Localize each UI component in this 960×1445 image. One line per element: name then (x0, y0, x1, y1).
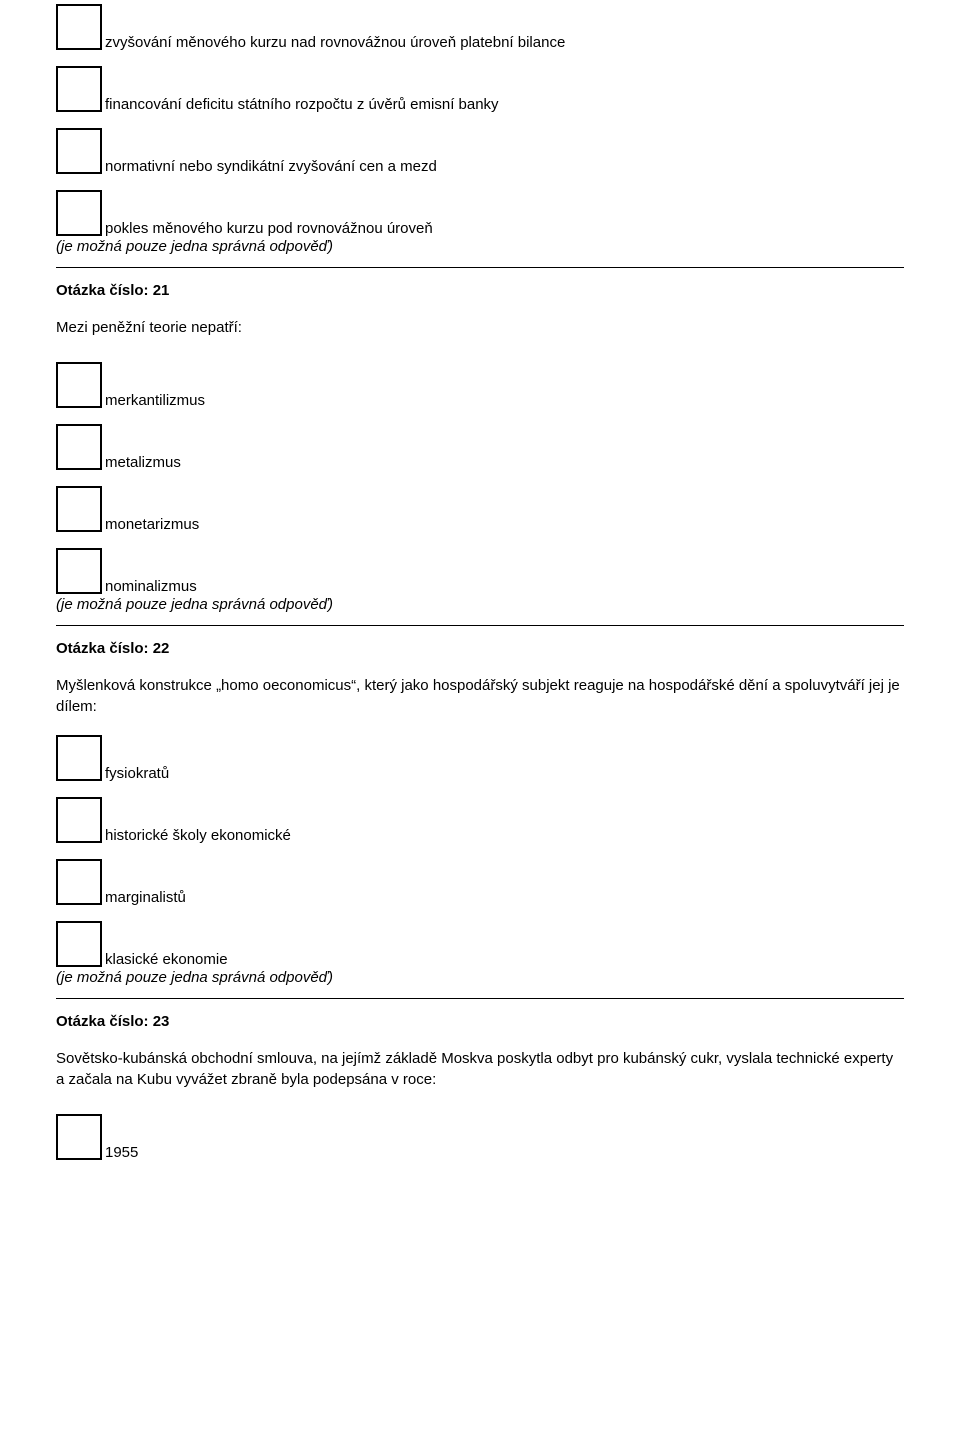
checkbox-icon[interactable] (56, 548, 102, 594)
section-top: zvyšování měnového kurzu nad rovnovážnou… (56, 4, 904, 268)
option-row: historické školy ekonomické (56, 797, 904, 843)
option-label: 1955 (105, 1144, 138, 1161)
option-row: marginalistů (56, 859, 904, 905)
option-label: nominalizmus (105, 578, 197, 595)
checkbox-icon[interactable] (56, 362, 102, 408)
question-prompt: Sovětsko-kubánská obchodní smlouva, na j… (56, 1048, 904, 1090)
option-row: zvyšování měnového kurzu nad rovnovážnou… (56, 4, 904, 50)
option-label: metalizmus (105, 454, 181, 471)
option-label: historické školy ekonomické (105, 827, 291, 844)
option-row: monetarizmus (56, 486, 904, 532)
checkbox-icon[interactable] (56, 735, 102, 781)
option-label: fysiokratů (105, 765, 169, 782)
checkbox-icon[interactable] (56, 190, 102, 236)
option-row: merkantilizmus (56, 362, 904, 408)
checkbox-icon[interactable] (56, 486, 102, 532)
option-label: klasické ekonomie (105, 951, 228, 968)
option-label: monetarizmus (105, 516, 199, 533)
option-label: zvyšování měnového kurzu nad rovnovážnou… (105, 34, 565, 51)
option-label: merkantilizmus (105, 392, 205, 409)
divider (56, 998, 904, 999)
option-row: metalizmus (56, 424, 904, 470)
option-row: 1955 (56, 1114, 904, 1160)
divider (56, 625, 904, 626)
question-title: Otázka číslo: 23 (56, 1013, 904, 1030)
section-q22: Otázka číslo: 22 Myšlenková konstrukce „h… (56, 640, 904, 999)
option-label: financování deficitu státního rozpočtu z… (105, 96, 499, 113)
question-title: Otázka číslo: 21 (56, 282, 904, 299)
section-q21: Otázka číslo: 21 Mezi peněžní teorie nepa… (56, 282, 904, 626)
question-prompt: Mezi peněžní teorie nepatří: (56, 317, 904, 338)
option-row: pokles měnového kurzu pod rovnovážnou úr… (56, 190, 904, 236)
divider (56, 267, 904, 268)
checkbox-icon[interactable] (56, 128, 102, 174)
option-row: klasické ekonomie (56, 921, 904, 967)
option-row: nominalizmus (56, 548, 904, 594)
checkbox-icon[interactable] (56, 859, 102, 905)
checkbox-icon[interactable] (56, 1114, 102, 1160)
question-prompt: Myšlenková konstrukce „homo oeconomicus“… (56, 675, 904, 717)
checkbox-icon[interactable] (56, 921, 102, 967)
option-row: financování deficitu státního rozpočtu z… (56, 66, 904, 112)
option-label: pokles měnového kurzu pod rovnovážnou úr… (105, 220, 433, 237)
question-title: Otázka číslo: 22 (56, 640, 904, 657)
checkbox-icon[interactable] (56, 797, 102, 843)
answer-hint: (je možná pouze jedna správná odpověď) (56, 596, 904, 613)
answer-hint: (je možná pouze jedna správná odpověď) (56, 238, 904, 255)
answer-hint: (je možná pouze jedna správná odpověď) (56, 969, 904, 986)
checkbox-icon[interactable] (56, 424, 102, 470)
option-row: normativní nebo syndikátní zvyšování cen… (56, 128, 904, 174)
option-label: normativní nebo syndikátní zvyšování cen… (105, 158, 437, 175)
checkbox-icon[interactable] (56, 4, 102, 50)
option-label: marginalistů (105, 889, 186, 906)
option-row: fysiokratů (56, 735, 904, 781)
section-q23: Otázka číslo: 23 Sovětsko-kubánská obchod… (56, 1013, 904, 1160)
checkbox-icon[interactable] (56, 66, 102, 112)
page: zvyšování měnového kurzu nad rovnovážnou… (0, 0, 960, 1445)
